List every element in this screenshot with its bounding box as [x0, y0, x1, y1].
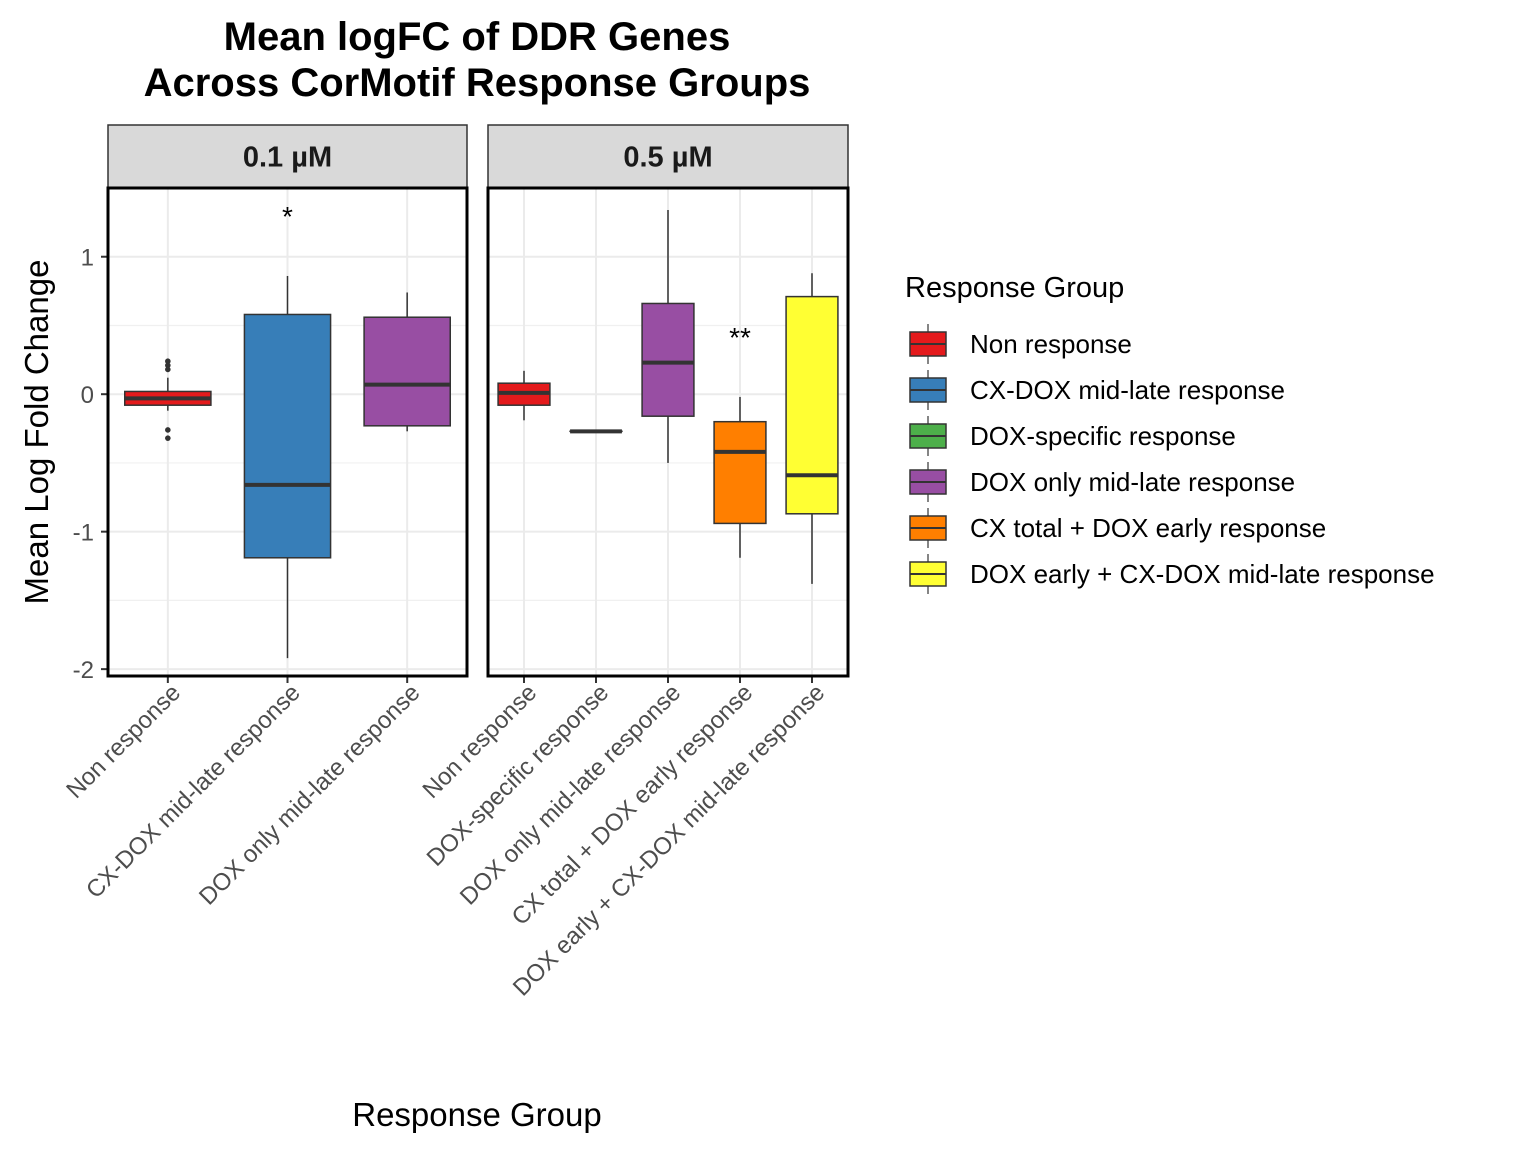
y-tick-label: -2: [73, 657, 94, 684]
y-tick-label: 1: [81, 245, 94, 272]
legend-label: DOX-specific response: [970, 421, 1236, 451]
x-tick-label: DOX only mid-late response: [194, 679, 425, 910]
facet-strip: [487, 124, 849, 189]
legend: Response Group Non response CX-DOX mid-lat…: [905, 272, 1435, 594]
x-axis-title: Response Group: [352, 1096, 601, 1133]
x-tick-label: CX-DOX mid-late response: [81, 679, 306, 904]
outlier-point: [165, 366, 171, 373]
boxplot: [124, 358, 212, 441]
legend-label: CX-DOX mid-late response: [970, 375, 1285, 405]
y-axis-title: Mean Log Fold Change: [18, 260, 55, 605]
legend-label: DOX early + CX-DOX mid-late response: [970, 559, 1435, 589]
box-iqr: [641, 302, 695, 417]
y-tick-label: 0: [81, 382, 94, 409]
legend-item: DOX only mid-late response: [909, 462, 1295, 502]
legend-item: CX-DOX mid-late response: [909, 370, 1285, 410]
facet-strip: [107, 124, 468, 189]
boxplot: *: [243, 201, 332, 659]
boxplot: [641, 209, 695, 463]
panel-border: [106, 186, 469, 678]
legend-label: Non response: [970, 329, 1132, 359]
y-tick-label: -1: [73, 520, 94, 547]
outlier-point: [165, 427, 171, 433]
significance-label: **: [729, 322, 751, 353]
significance-label: *: [282, 201, 293, 232]
outlier-point: [165, 435, 171, 441]
box-iqr: [243, 313, 332, 559]
legend-item: DOX early + CX-DOX mid-late response: [909, 554, 1435, 594]
x-tick-label: Non response: [61, 679, 186, 804]
legend-label: DOX only mid-late response: [970, 467, 1295, 497]
facet-strip-label: 0.5 µM: [623, 142, 712, 174]
legend-title: Response Group: [905, 272, 1124, 304]
boxplot: [785, 273, 839, 584]
box-iqr: [785, 295, 839, 515]
outlier-point: [165, 358, 171, 365]
chart-title-line-1: Mean logFC of DDR Genes: [224, 15, 731, 59]
outlier-point: [165, 362, 171, 369]
facet-panels: -2 -1 0 1 0.1 µM Non response * CX-DOX mid-late…: [61, 124, 850, 1001]
chart-title-line-2: Across CorMotif Response Groups: [144, 61, 811, 105]
legend-label: CX total + DOX early response: [970, 513, 1326, 543]
boxplot: [363, 292, 451, 432]
legend-item: Non response: [909, 324, 1132, 364]
box-iqr: [713, 420, 767, 525]
boxplot: [497, 370, 551, 421]
facet-strip-label: 0.1 µM: [243, 142, 332, 174]
panel-border: [486, 186, 850, 678]
legend-item: DOX-specific response: [909, 416, 1236, 456]
boxplot: **: [713, 322, 767, 558]
legend-item: CX total + DOX early response: [909, 508, 1326, 548]
box-iqr: [363, 316, 451, 427]
